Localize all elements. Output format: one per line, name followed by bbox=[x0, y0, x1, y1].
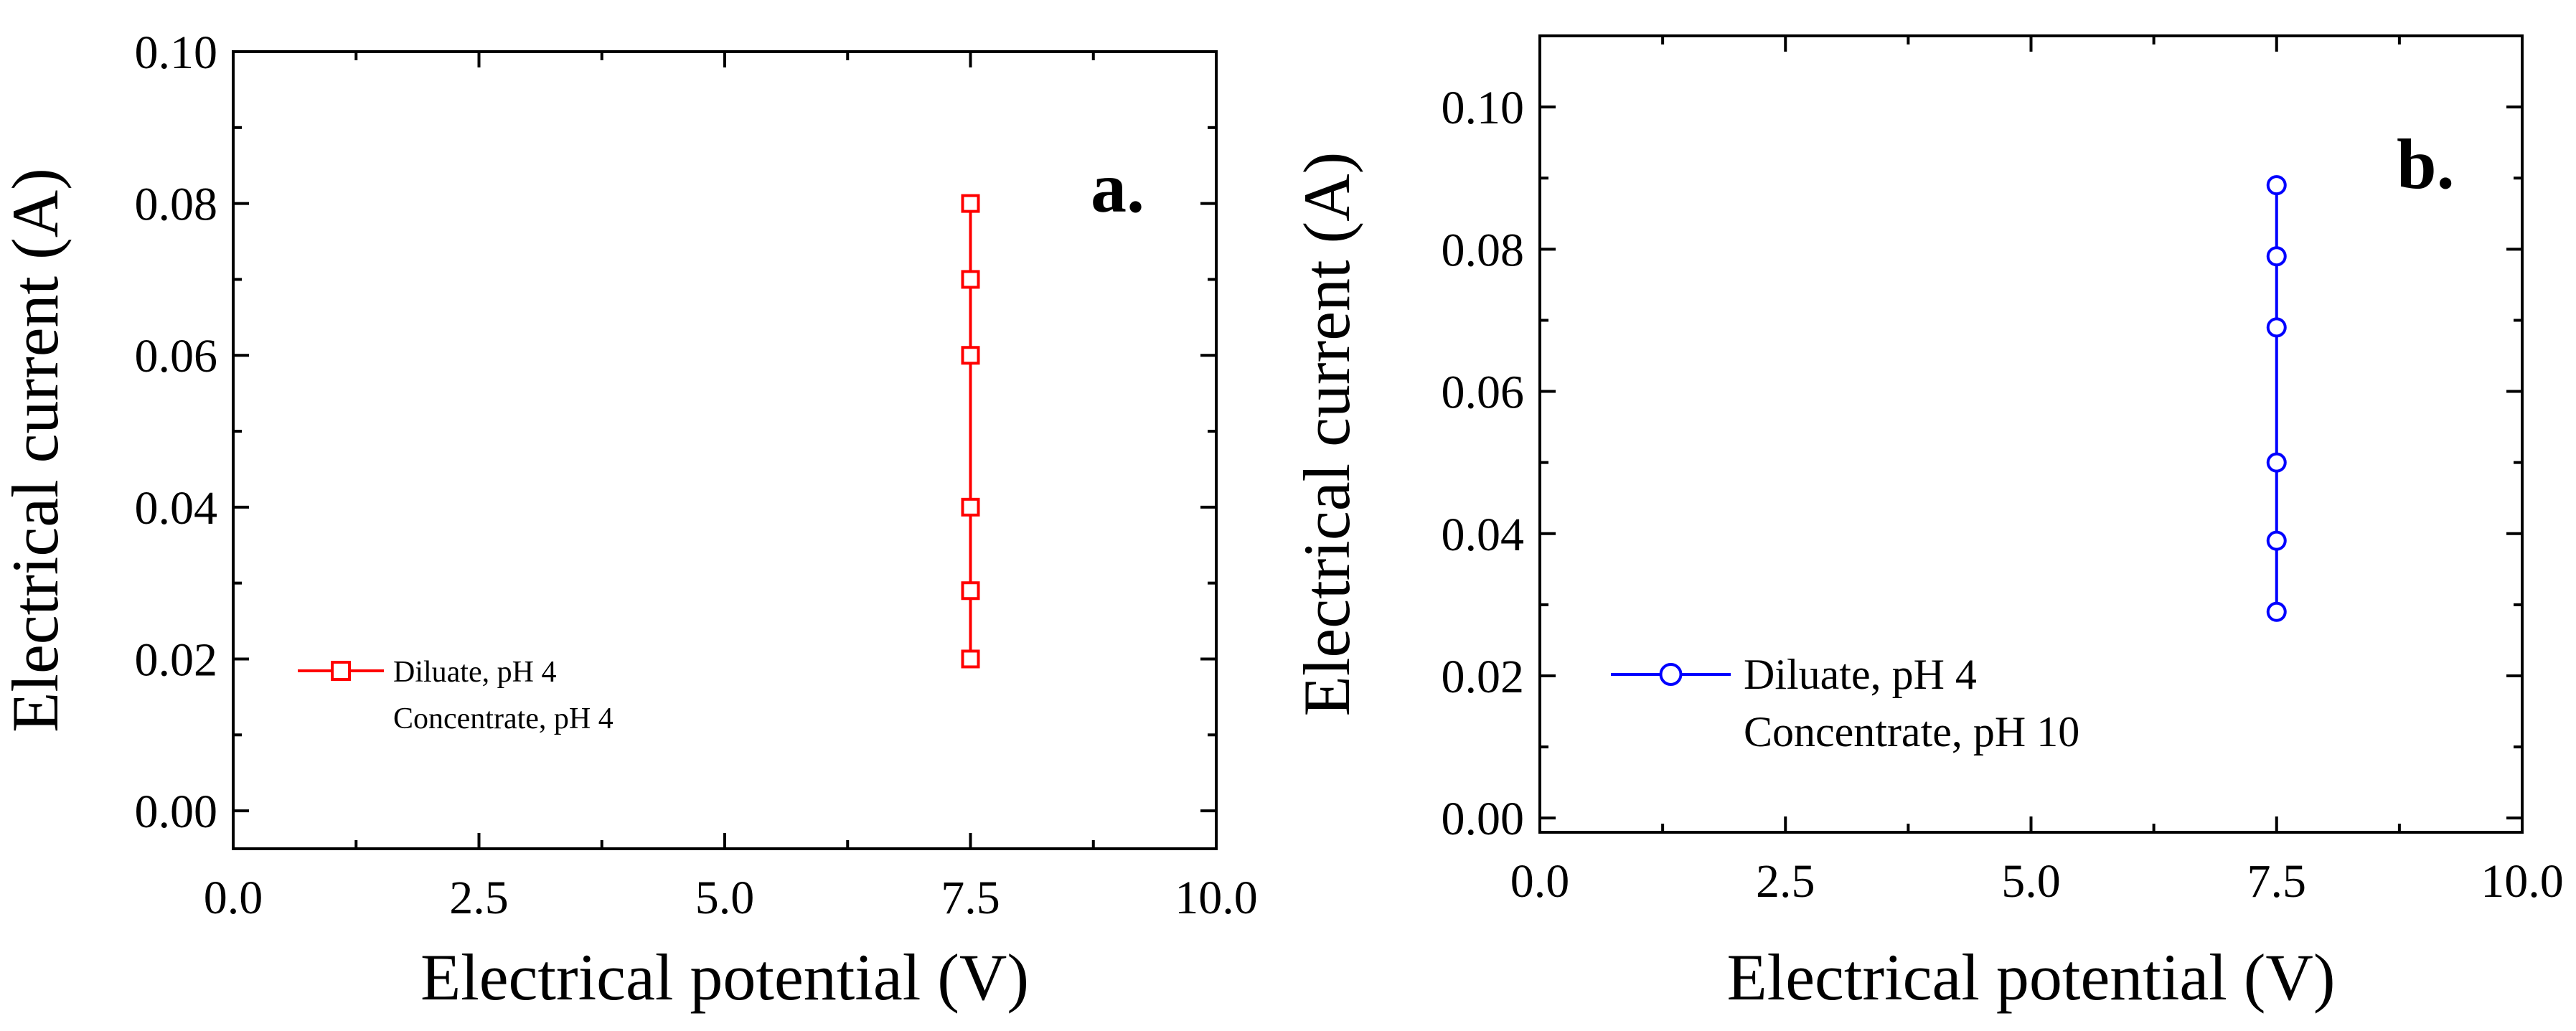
x-tick-label: 2.5 bbox=[1756, 855, 1815, 908]
y-tick-label: 0.08 bbox=[135, 179, 218, 231]
x-tick-label: 5.0 bbox=[695, 872, 755, 924]
x-tick-label: 0.0 bbox=[204, 872, 263, 924]
data-point-square bbox=[961, 194, 980, 213]
y-tick-label: 0.02 bbox=[1442, 651, 1525, 703]
y-tick-label: 0.04 bbox=[135, 482, 218, 535]
legend-label-line1: Diluate, pH 4 bbox=[393, 656, 556, 689]
x-tick-label: 10.0 bbox=[1175, 872, 1258, 924]
panel-label: a. bbox=[1091, 148, 1144, 227]
y-tick-label: 0.06 bbox=[1442, 367, 1525, 419]
y-tick-label: 0.08 bbox=[1442, 224, 1525, 276]
y-axis-title: Electrical current (A) bbox=[0, 168, 72, 733]
x-axis-title: Electrical potential (V) bbox=[1726, 941, 2335, 1014]
x-tick-label: 0.0 bbox=[1510, 855, 1570, 908]
data-point-square bbox=[961, 649, 980, 669]
chart-panel-b: 0.0 2.5 5.0 7.5 10.0 0.00 0.02 0.04 0.06 0.08 0.10… bbox=[1290, 34, 2564, 1014]
x-axis-title: Electrical potential (V) bbox=[420, 941, 1029, 1014]
x-tick-label: 2.5 bbox=[449, 872, 509, 924]
legend-marker-square bbox=[331, 661, 351, 681]
y-tick-label: 0.00 bbox=[1442, 793, 1525, 845]
y-tick-label: 0.04 bbox=[1442, 509, 1525, 561]
data-point-circle bbox=[2266, 175, 2287, 196]
x-tick-label: 7.5 bbox=[941, 872, 1000, 924]
y-tick-label: 0.02 bbox=[135, 634, 218, 686]
legend-label-line2: Concentrate, pH 4 bbox=[393, 702, 614, 735]
data-point-square bbox=[961, 346, 980, 365]
y-axis-title: Electrical current (A) bbox=[1290, 152, 1363, 717]
y-tick-label: 0.10 bbox=[1442, 82, 1525, 134]
legend-marker-circle bbox=[1659, 663, 1683, 686]
x-tick-label: 5.0 bbox=[2001, 855, 2061, 908]
data-point-circle bbox=[2266, 601, 2287, 622]
y-tick-label: 0.10 bbox=[135, 27, 218, 79]
data-point-circle bbox=[2266, 452, 2287, 473]
legend-label-line1: Diluate, pH 4 bbox=[1744, 651, 1977, 698]
y-tick-label: 0.06 bbox=[135, 330, 218, 382]
x-tick-label: 10.0 bbox=[2481, 855, 2564, 908]
data-point-circle bbox=[2266, 317, 2287, 338]
data-point-circle bbox=[2266, 530, 2287, 551]
legend-label-line2: Concentrate, pH 10 bbox=[1744, 708, 2079, 755]
data-point-square bbox=[961, 581, 980, 601]
data-point-square bbox=[961, 270, 980, 289]
x-tick-label: 7.5 bbox=[2247, 855, 2307, 908]
panel-label: b. bbox=[2397, 124, 2455, 204]
chart-panel-a: 0.0 2.5 5.0 7.5 10.0 0.00 0.02 0.04 0.06 0.08 0.10… bbox=[0, 27, 1258, 1014]
data-point-square bbox=[961, 497, 980, 517]
data-point-circle bbox=[2266, 246, 2287, 267]
y-tick-label: 0.00 bbox=[135, 786, 218, 838]
